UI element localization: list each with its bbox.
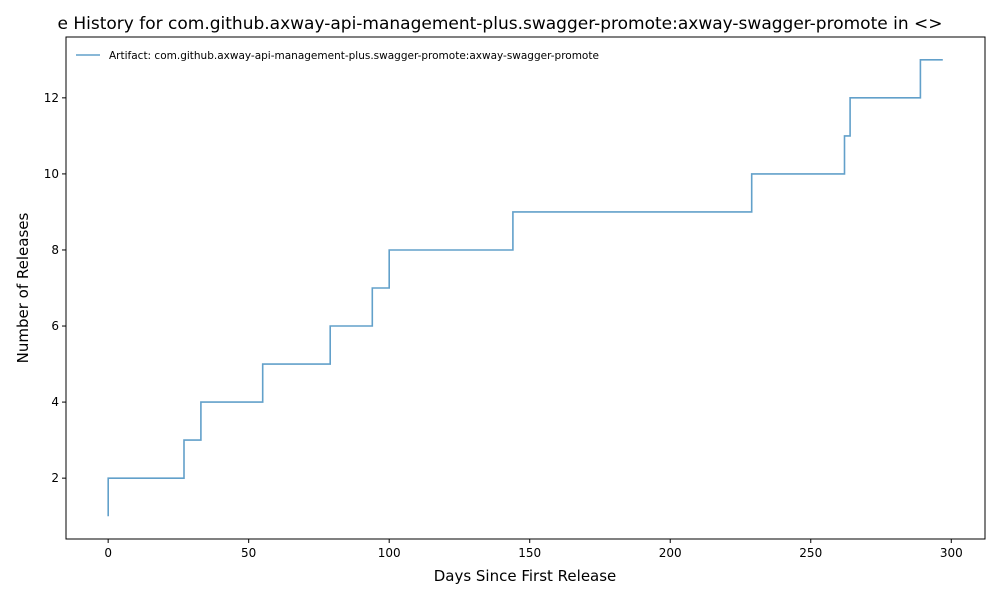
x-tick-label: 300 bbox=[940, 546, 963, 560]
y-tick-label: 10 bbox=[44, 167, 59, 181]
plot-frame bbox=[65, 36, 986, 540]
legend: Artifact: com.github.axway-api-managemen… bbox=[76, 50, 599, 62]
y-tick-label: 4 bbox=[51, 395, 59, 409]
x-tick-label: 100 bbox=[378, 546, 401, 560]
x-tick-label: 0 bbox=[104, 546, 112, 560]
y-tick-label: 12 bbox=[44, 91, 59, 105]
y-axis: 2 4 6 8 10 12 bbox=[44, 91, 66, 485]
x-tick-label: 200 bbox=[659, 546, 682, 560]
x-axis-label: Days Since First Release bbox=[434, 567, 617, 585]
chart-title: e History for com.github.axway-api-manag… bbox=[58, 14, 943, 34]
x-tick-label: 250 bbox=[799, 546, 822, 560]
series-group bbox=[107, 59, 943, 517]
legend-label: Artifact: com.github.axway-api-managemen… bbox=[109, 50, 599, 62]
series-line bbox=[107, 59, 943, 517]
plot-area bbox=[66, 37, 985, 539]
x-axis: 0 50 100 150 200 250 300 bbox=[104, 539, 963, 560]
y-axis-label: Number of Releases bbox=[14, 212, 32, 363]
y-tick-label: 8 bbox=[51, 243, 59, 257]
x-tick-label: 150 bbox=[518, 546, 541, 560]
x-tick-label: 50 bbox=[241, 546, 256, 560]
y-tick-label: 2 bbox=[51, 471, 59, 485]
y-tick-label: 6 bbox=[51, 319, 59, 333]
